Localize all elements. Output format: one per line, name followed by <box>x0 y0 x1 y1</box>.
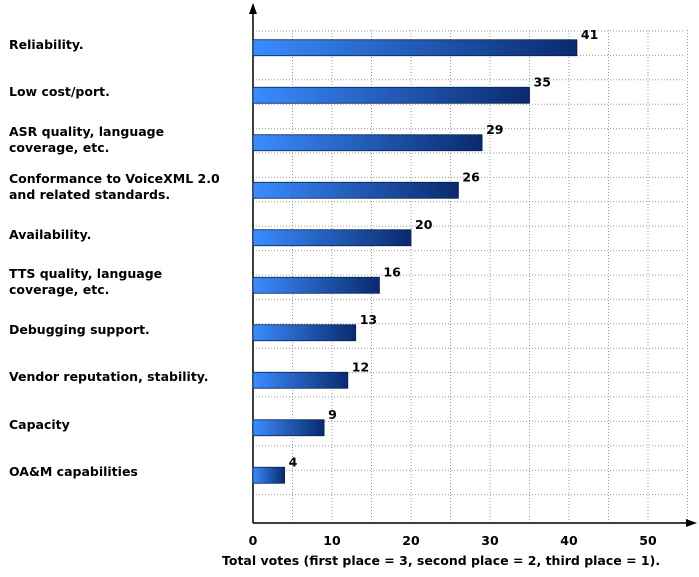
x-tick-labels: 0 10 20 30 40 50 <box>249 533 657 548</box>
data-label: 26 <box>462 169 480 184</box>
category-label: Availability. <box>9 226 92 242</box>
gridlines <box>253 30 688 523</box>
x-tick-label: 10 <box>323 533 341 548</box>
value-labels: 41 35 29 26 20 16 13 12 9 4 <box>289 27 599 470</box>
data-label: 13 <box>360 312 377 327</box>
bar <box>252 466 286 484</box>
data-label: 35 <box>534 74 551 89</box>
data-label: 12 <box>352 359 369 374</box>
category-label: Debugging support. <box>9 321 150 337</box>
x-tick-label: 40 <box>560 533 578 548</box>
category-label: OA&M capabilities <box>9 464 138 480</box>
category-label: ASR quality, language coverage, etc. <box>9 123 165 155</box>
data-label: 9 <box>328 407 337 422</box>
data-label: 29 <box>486 122 503 137</box>
bar <box>252 86 530 104</box>
x-axis-label: Total votes (first place = 3, second pla… <box>222 553 661 568</box>
category-label: TTS quality, language coverage, etc. <box>9 266 163 298</box>
category-label: Low cost/port. <box>9 84 110 100</box>
category-label: Capacity <box>9 416 70 432</box>
axes <box>249 3 697 527</box>
data-label: 4 <box>289 454 298 469</box>
x-axis-arrow <box>686 519 697 527</box>
bars <box>252 39 578 484</box>
bar <box>252 371 349 389</box>
data-label: 20 <box>415 217 433 232</box>
data-label: 16 <box>383 264 401 279</box>
x-tick-label: 20 <box>402 533 420 548</box>
data-label: 41 <box>581 27 598 42</box>
bar <box>252 324 357 342</box>
x-tick-label: 0 <box>249 533 258 548</box>
x-tick-label: 30 <box>481 533 499 548</box>
bar <box>252 419 325 437</box>
category-label: Reliability. <box>9 36 84 52</box>
bar <box>252 181 459 199</box>
x-tick-label: 50 <box>639 533 657 548</box>
category-label: Conformance to VoiceXML 2.0 and related … <box>9 171 220 203</box>
bar <box>252 276 380 294</box>
y-axis-arrow <box>249 3 257 14</box>
bar <box>252 134 483 152</box>
bar <box>252 39 578 57</box>
category-label: Vendor reputation, stability. <box>9 369 209 385</box>
bar <box>252 229 412 247</box>
